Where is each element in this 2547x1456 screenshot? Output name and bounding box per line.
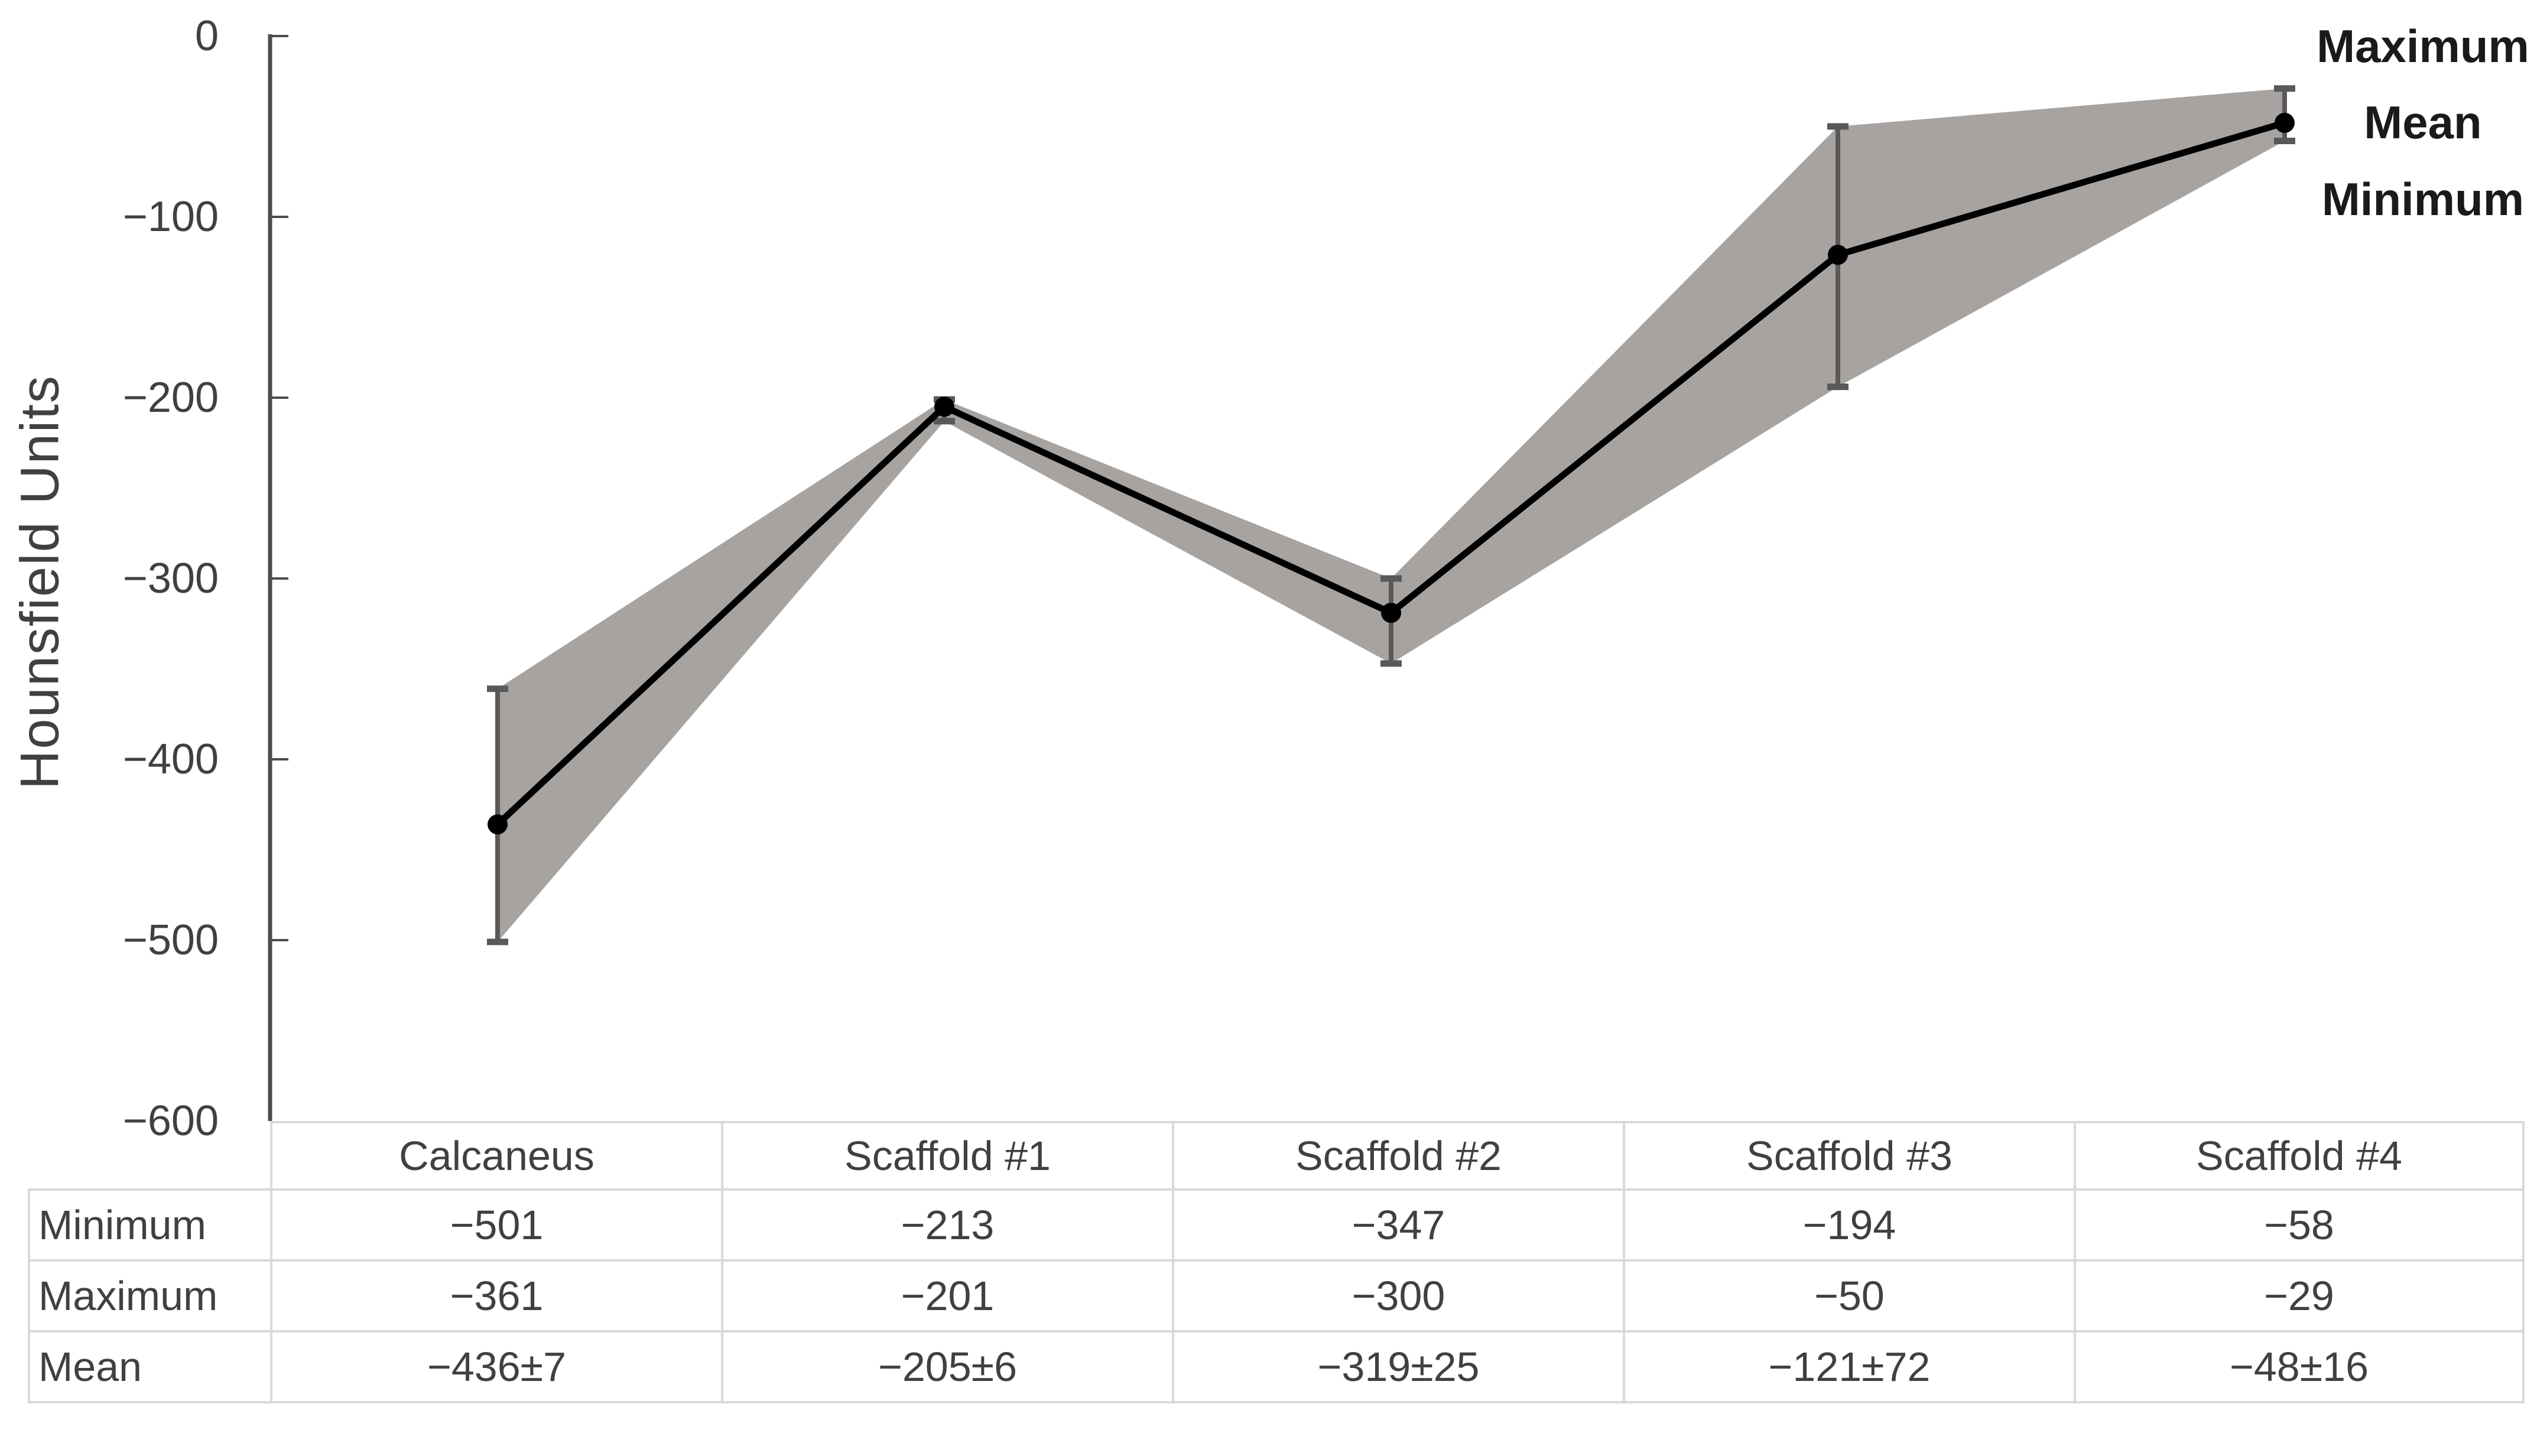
y-tick-label: −400	[122, 736, 219, 783]
table-row-label: Maximum	[28, 1262, 270, 1332]
table-cell: −29	[2074, 1262, 2525, 1332]
mean-marker	[2275, 112, 2295, 133]
y-tick-label: −300	[122, 555, 219, 602]
y-axis-title: Hounsfield Units	[9, 375, 70, 789]
y-tick-label: −100	[122, 193, 219, 240]
table-column-header: Scaffold #2	[1172, 1121, 1623, 1191]
table-cell: −194	[1623, 1191, 2074, 1262]
table-cell: −121±72	[1623, 1332, 2074, 1403]
table-column-header: Calcaneus	[270, 1121, 721, 1191]
data-table: Calcaneus Scaffold #1 Scaffold #2 Scaffo…	[28, 1121, 2525, 1403]
table-cell: −501	[270, 1191, 721, 1262]
table-cell: −201	[721, 1262, 1172, 1332]
min-max-band	[498, 88, 2285, 942]
annotation-maximum: Maximum	[2317, 20, 2529, 72]
table-cell: −436±7	[270, 1332, 721, 1403]
table-cell: −48±16	[2074, 1332, 2525, 1403]
table-column-header: Scaffold #1	[721, 1121, 1172, 1191]
mean-marker	[488, 814, 508, 835]
table-cell: −58	[2074, 1191, 2525, 1262]
table-cell: −319±25	[1172, 1332, 1623, 1403]
table-row-label: Mean	[28, 1332, 270, 1403]
mean-marker	[1828, 245, 1848, 265]
table-column-header: Scaffold #3	[1623, 1121, 2074, 1191]
table-cell: −300	[1172, 1262, 1623, 1332]
table-cell: −205±6	[721, 1332, 1172, 1403]
mean-marker	[934, 396, 954, 417]
table-corner-cell	[28, 1121, 270, 1191]
annotation-minimum: Minimum	[2321, 173, 2525, 225]
mean-marker	[1381, 603, 1401, 623]
y-tick-label: −500	[122, 916, 219, 964]
annotation-mean: Mean	[2364, 96, 2482, 148]
table-row-label: Minimum	[28, 1191, 270, 1262]
y-tick-label: −200	[122, 374, 219, 421]
table-cell: −213	[721, 1191, 1172, 1262]
table-cell: −361	[270, 1262, 721, 1332]
table-column-header: Scaffold #4	[2074, 1121, 2525, 1191]
table-cell: −347	[1172, 1191, 1623, 1262]
y-tick-label: −600	[122, 1097, 219, 1145]
y-tick-label: 0	[194, 12, 219, 60]
table-cell: −50	[1623, 1262, 2074, 1332]
